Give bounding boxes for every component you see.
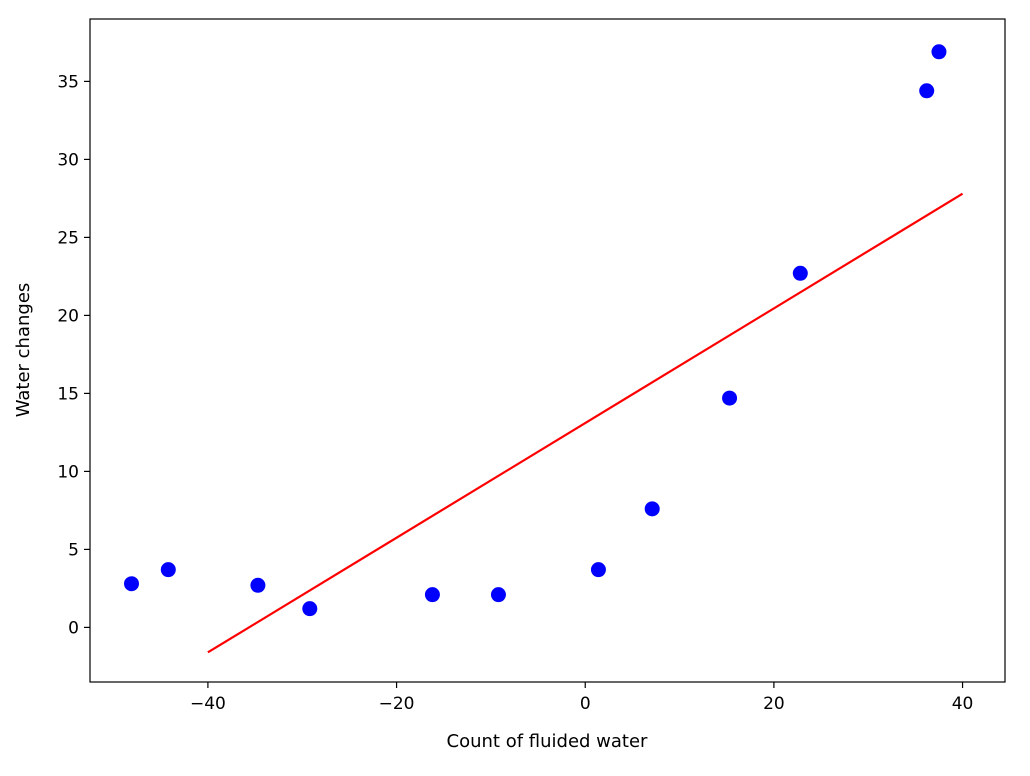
fit-line (207, 192, 964, 654)
data-point (919, 83, 935, 99)
y-tick-label: 15 (57, 384, 79, 404)
data-point (590, 562, 606, 578)
data-point (792, 265, 808, 281)
data-point (722, 390, 738, 406)
plot-frame (89, 18, 1006, 683)
data-point (931, 44, 947, 60)
x-tick-label: 0 (580, 694, 591, 714)
x-axis: −40 −20 0 20 40 (190, 682, 973, 714)
data-point (424, 587, 440, 603)
x-tick-label: −20 (379, 694, 415, 714)
fit-line-layer (207, 192, 964, 654)
y-tick-label: 10 (57, 462, 79, 482)
scatter-points-layer (124, 44, 947, 617)
y-tick-label: 20 (57, 306, 79, 326)
data-point (644, 501, 660, 517)
plot-area (90, 19, 1005, 682)
data-point (250, 577, 266, 593)
x-tick-label: −40 (190, 694, 226, 714)
y-axis-label: Water changes (13, 283, 34, 418)
y-tick-label: 5 (68, 540, 79, 560)
y-tick-label: 35 (57, 72, 79, 92)
data-point (302, 601, 318, 617)
y-tick-label: 25 (57, 228, 79, 248)
data-point (124, 576, 140, 592)
data-point (160, 562, 176, 578)
x-tick-label: 40 (952, 694, 974, 714)
y-tick-label: 0 (68, 618, 79, 638)
y-tick-label: 30 (57, 150, 79, 170)
y-axis: 0 5 10 15 20 25 30 35 (57, 72, 90, 638)
data-point (490, 587, 506, 603)
x-axis-label: Count of fluided water (447, 731, 649, 752)
x-tick-label: 20 (763, 694, 785, 714)
